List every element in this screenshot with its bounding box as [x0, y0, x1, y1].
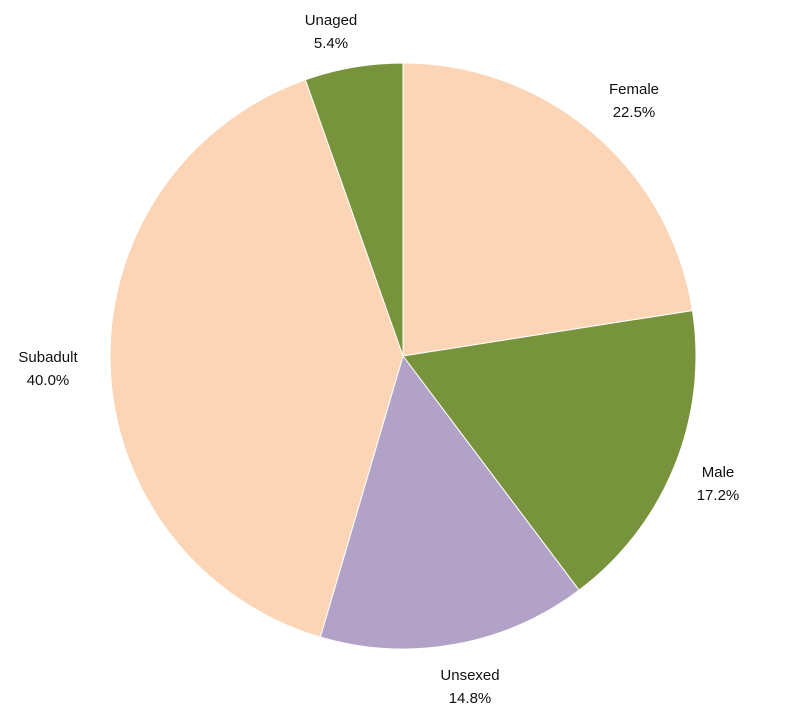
slice-male: [402, 309, 697, 591]
slice-female: [402, 62, 694, 357]
label-male-value: 17.2%: [697, 487, 740, 504]
label-unaged-value: 5.4%: [314, 35, 348, 52]
label-unsexed-name: Unsexed: [440, 667, 499, 684]
label-female-name: Female: [609, 81, 659, 98]
label-male-name: Male: [702, 464, 735, 481]
label-unsexed-value: 14.8%: [449, 690, 492, 707]
label-subadult-name: Subadult: [18, 349, 78, 366]
slice-unaged: [304, 62, 404, 357]
pie-slices: [109, 62, 697, 650]
slice-subadult: [109, 79, 404, 638]
label-female-value: 22.5%: [613, 104, 656, 121]
slice-unsexed: [319, 354, 580, 650]
label-subadult-value: 40.0%: [27, 372, 70, 389]
label-unaged-name: Unaged: [305, 12, 358, 29]
